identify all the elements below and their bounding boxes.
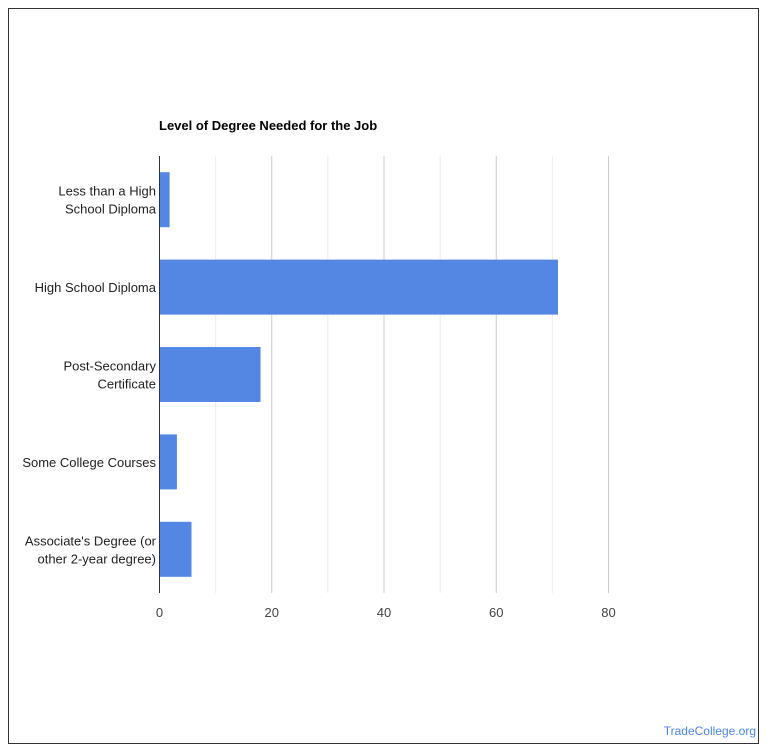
y-category-label: Post-Secondary [64,359,157,374]
bar [159,434,177,490]
y-category-label: other 2-year degree) [37,551,156,566]
x-tick-label: 80 [601,605,615,620]
x-tick-label: 60 [489,605,503,620]
y-category-label: Certificate [97,377,156,392]
x-tick-label: 0 [156,605,163,620]
bar [159,259,558,315]
y-category-label: Less than a High [58,184,156,199]
y-category-label: High School Diploma [35,280,157,295]
y-category-label: Some College Courses [22,455,156,470]
y-category-label: School Diploma [65,202,157,217]
x-tick-label: 40 [377,605,391,620]
chart-title: Level of Degree Needed for the Job [159,118,378,133]
credit-link[interactable]: TradeCollege.org [663,724,756,738]
bar [159,347,261,402]
x-tick-label: 20 [265,605,279,620]
bar [159,521,192,577]
bar [159,172,170,228]
y-category-label: Associate's Degree (or [25,533,157,548]
